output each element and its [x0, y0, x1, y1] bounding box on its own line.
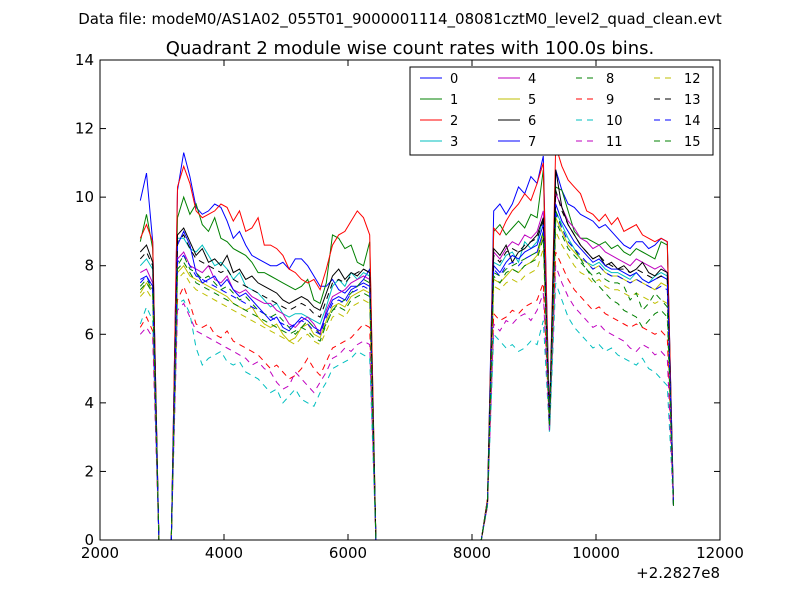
- series-line-2: [139, 145, 674, 541]
- series-line-4: [140, 193, 674, 541]
- x-offset-label: +2.2827e8: [636, 564, 720, 582]
- series-line-8: [139, 210, 674, 541]
- x-tick-label-5: 12000: [696, 544, 744, 562]
- series-line-10: [139, 282, 674, 541]
- legend-label-9: 9: [606, 93, 614, 108]
- legend-label-5: 5: [528, 93, 536, 108]
- legend-label-11: 11: [606, 135, 623, 150]
- legend-label-8: 8: [606, 72, 614, 87]
- series-line-1: [139, 169, 674, 541]
- y-tick-label-6: 12: [75, 120, 94, 138]
- series-line-0: [139, 152, 674, 541]
- legend-label-10: 10: [606, 114, 623, 129]
- series-line-5: [139, 217, 674, 541]
- series-line-9: [139, 251, 674, 541]
- legend-label-3: 3: [450, 135, 458, 150]
- series-line-13: [139, 190, 674, 541]
- x-tick-label-2: 6000: [329, 544, 367, 562]
- chart-title: Quadrant 2 module wise count rates with …: [166, 38, 655, 59]
- legend-label-6: 6: [528, 114, 536, 129]
- chart-suptitle: Data file: modeM0/AS1A02_055T01_90000011…: [78, 10, 722, 29]
- x-tick-label-4: 10000: [572, 544, 620, 562]
- x-tick-label-0: 2000: [81, 544, 119, 562]
- legend-label-14: 14: [684, 114, 701, 129]
- x-tick-label-1: 4000: [205, 544, 243, 562]
- y-tick-label-7: 14: [75, 51, 94, 69]
- series-line-12: [139, 231, 674, 541]
- y-tick-label-1: 2: [84, 462, 94, 480]
- legend-label-0: 0: [450, 72, 458, 87]
- legend-label-13: 13: [684, 93, 701, 108]
- legend-frame: [409, 66, 714, 156]
- legend-label-12: 12: [684, 72, 701, 87]
- plot-frame: [99, 59, 721, 541]
- series-line-6: [139, 169, 674, 541]
- legend-label-2: 2: [450, 114, 458, 129]
- y-tick-label-5: 10: [75, 188, 94, 206]
- legend-label-4: 4: [528, 72, 536, 87]
- series-layer: [139, 145, 674, 541]
- y-tick-label-4: 8: [84, 257, 94, 275]
- legend-label-15: 15: [684, 135, 701, 150]
- legend-label-1: 1: [450, 93, 458, 108]
- y-tick-label-0: 0: [84, 531, 94, 549]
- y-tick-label-3: 6: [84, 325, 94, 343]
- legend-label-7: 7: [528, 135, 536, 150]
- series-line-11: [139, 265, 674, 541]
- y-tick-label-2: 4: [84, 394, 94, 412]
- series-line-3: [139, 210, 674, 541]
- series-line-7: [140, 203, 674, 541]
- x-tick-label-3: 8000: [453, 544, 491, 562]
